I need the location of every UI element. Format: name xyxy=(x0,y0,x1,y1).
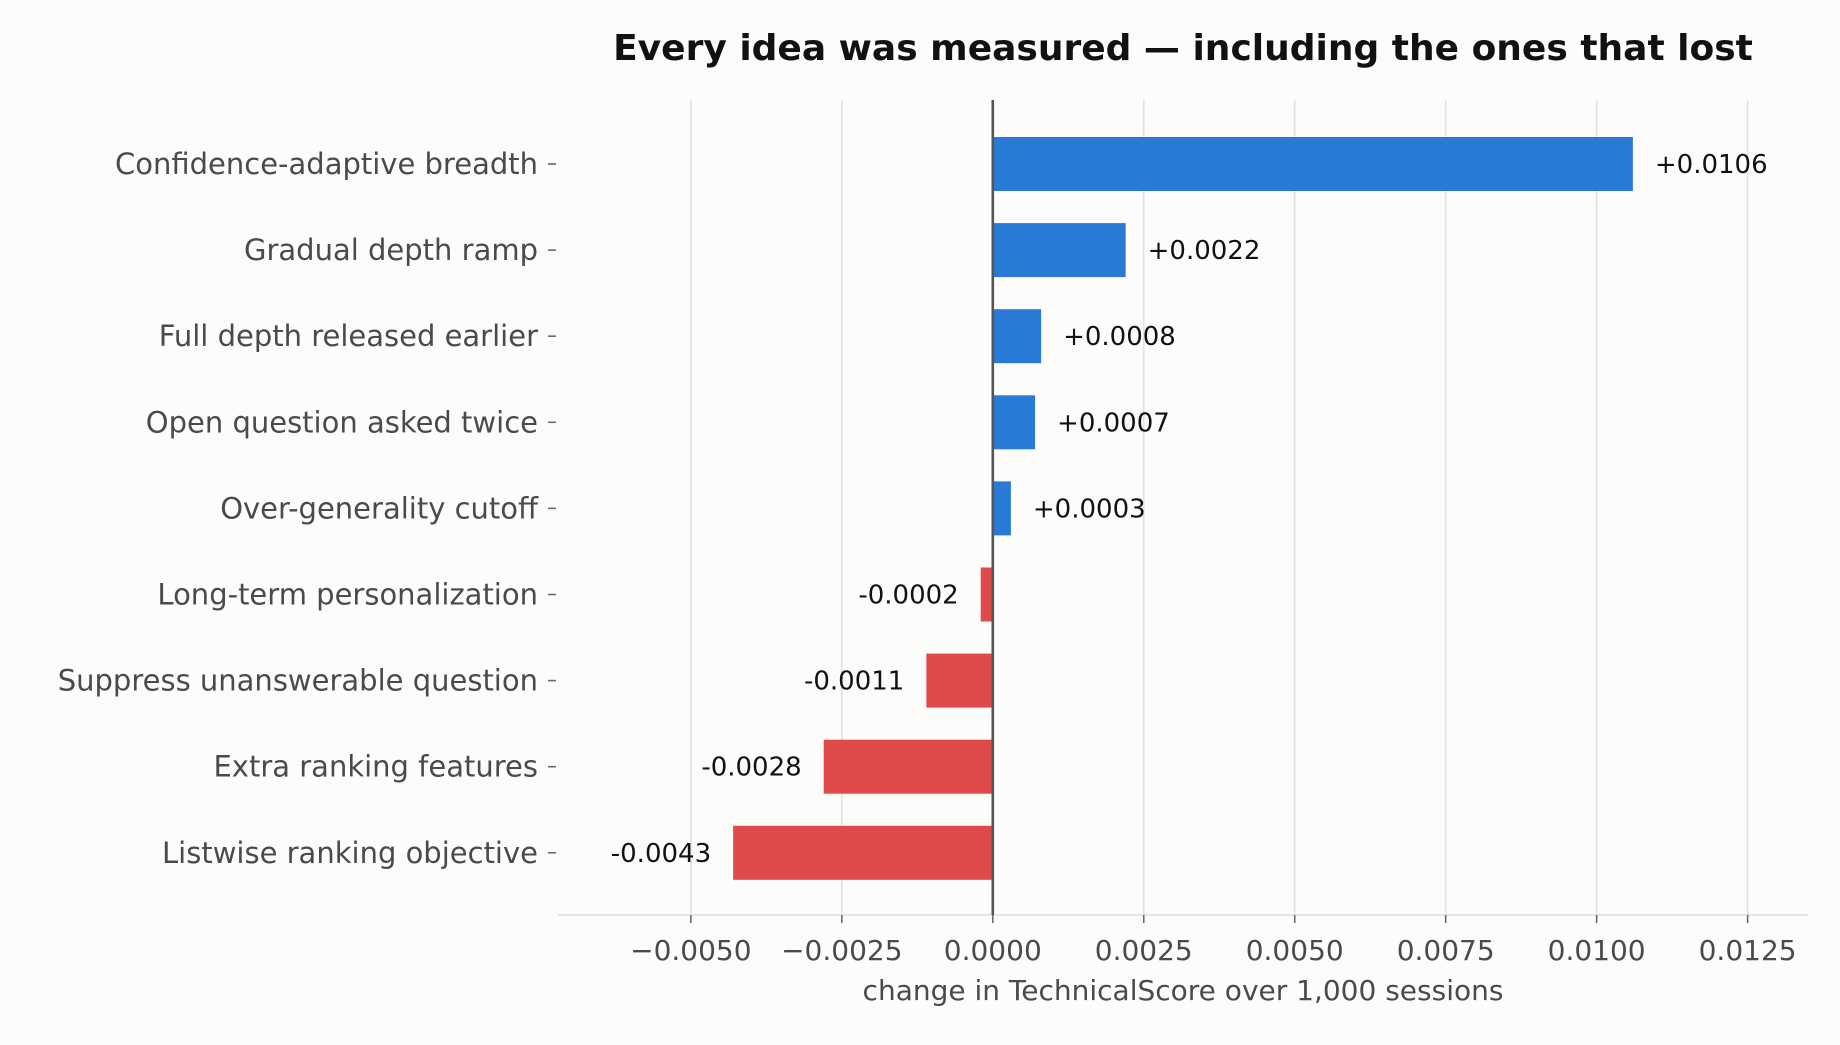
bar xyxy=(992,481,1011,536)
chart-title: Every idea was measured — including the … xyxy=(613,28,1753,69)
category-label: Open question asked twice xyxy=(146,405,538,439)
data-label: -0.0043 xyxy=(611,839,711,869)
data-label: +0.0106 xyxy=(1655,150,1768,180)
x-axis-label: change in TechnicalScore over 1,000 sess… xyxy=(863,974,1504,1007)
bar xyxy=(980,567,993,622)
bar xyxy=(733,825,993,880)
category-label: Full depth released earlier xyxy=(159,319,538,353)
data-label: +0.0003 xyxy=(1033,494,1146,524)
bar xyxy=(926,653,993,708)
bars xyxy=(733,100,1633,915)
x-tick-label: 0.0025 xyxy=(1095,934,1193,967)
bar xyxy=(992,223,1126,278)
x-tick-label: 0.0075 xyxy=(1397,934,1495,967)
category-label: Gradual depth ramp xyxy=(244,233,538,267)
bar xyxy=(823,739,993,794)
data-label: -0.0011 xyxy=(804,667,904,697)
x-tick-label: 0.0050 xyxy=(1246,934,1344,967)
bar xyxy=(992,395,1036,450)
category-label: Over-generality cutoff xyxy=(220,491,539,525)
x-axis-ticks: −0.0050 −0.0025 0.0000 0.0025 0.0050 0.0075 0.… xyxy=(630,915,1797,967)
grid-lines xyxy=(558,100,1808,916)
bar xyxy=(992,309,1042,364)
bar xyxy=(992,137,1633,191)
category-label: Extra ranking features xyxy=(213,750,538,784)
data-label: -0.0028 xyxy=(701,753,801,783)
category-label: Listwise ranking objective xyxy=(162,836,538,870)
data-labels: +0.0106 +0.0022 +0.0008 +0.0007 +0.0003 -0.00… xyxy=(611,150,1768,869)
category-label: Suppress unanswerable question xyxy=(58,664,538,698)
data-label: -0.0002 xyxy=(858,581,958,611)
data-label: +0.0007 xyxy=(1057,408,1170,438)
category-labels: Confidence-adaptive breadth Gradual depth… xyxy=(58,147,556,870)
x-tick-label: −0.0025 xyxy=(781,934,902,967)
x-tick-label: 0.0100 xyxy=(1548,934,1646,967)
data-label: +0.0022 xyxy=(1148,236,1261,266)
category-label: Confidence-adaptive breadth xyxy=(115,147,538,181)
category-label: Long-term personalization xyxy=(157,578,538,612)
data-label: +0.0008 xyxy=(1063,322,1176,352)
x-tick-label: 0.0000 xyxy=(944,934,1042,967)
x-tick-label: 0.0125 xyxy=(1699,934,1797,967)
x-tick-label: −0.0050 xyxy=(630,934,751,967)
